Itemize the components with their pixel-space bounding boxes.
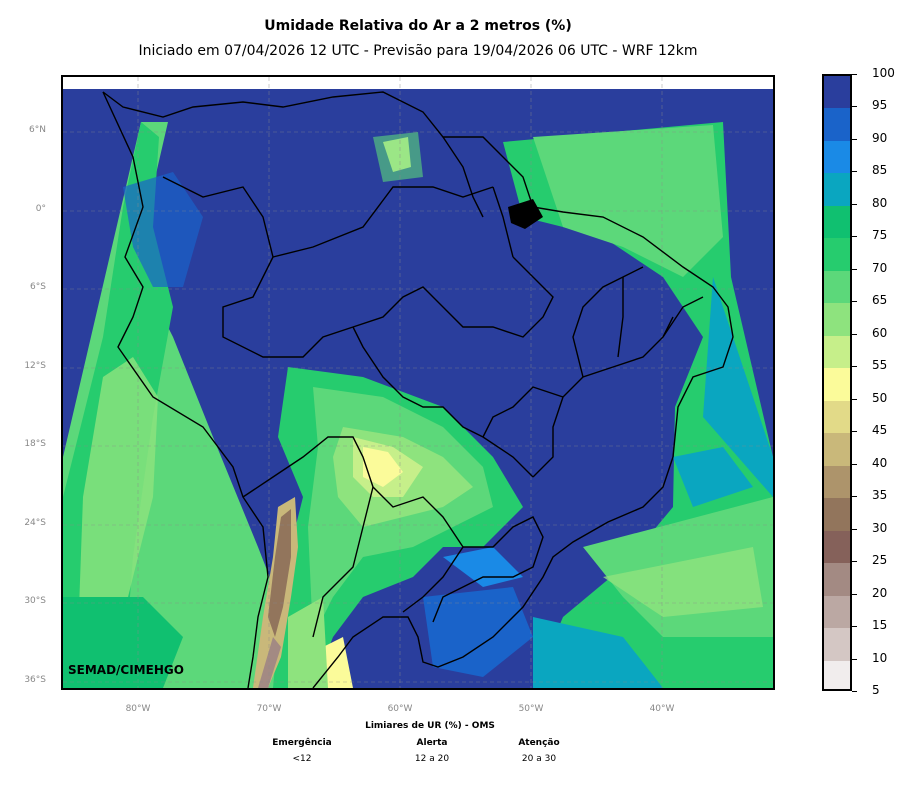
colorbar-segment: [824, 335, 850, 370]
lat-label-18s: 18°S: [24, 439, 46, 449]
colorbar-tick: [852, 463, 857, 465]
colorbar-segment: [824, 628, 850, 662]
threshold-alerta-label: Alerta: [416, 738, 448, 748]
threshold-atencao-value: 20 a 30: [521, 754, 557, 764]
colorbar-tick: [852, 528, 857, 530]
lon-label-80w: 80°W: [125, 704, 151, 714]
colorbar-tick: [852, 301, 857, 303]
colorbar-tick: [852, 366, 857, 368]
colorbar-tick: [852, 171, 857, 173]
colorbar-segment: [824, 303, 850, 337]
colorbar-segment: [824, 660, 850, 689]
colorbar-tick: [852, 268, 857, 270]
colorbar-tick: [852, 658, 857, 660]
colorbar-label: 10: [872, 650, 888, 665]
colorbar-tick: [852, 236, 857, 238]
lat-label-24s: 24°S: [24, 518, 46, 528]
colorbar-label: 40: [872, 455, 888, 470]
colorbar-tick: [852, 203, 857, 205]
threshold-emergencia-value: <12: [292, 754, 312, 764]
colorbar-segment: [824, 140, 850, 175]
colorbar-segment: [824, 400, 850, 435]
thresholds-title: Limiares de UR (%) - OMS: [365, 721, 495, 731]
colorbar-segment: [824, 368, 850, 402]
colorbar-segment: [824, 563, 850, 597]
colorbar-tick: [852, 74, 857, 75]
threshold-alerta-value: 12 a 20: [414, 754, 450, 764]
colorbar-tick: [852, 138, 857, 140]
colorbar-segment: [824, 498, 850, 532]
colorbar-segment: [824, 238, 850, 272]
lat-label-36s: 36°S: [24, 675, 46, 685]
lat-label-6s: 6°S: [30, 282, 46, 292]
colorbar-label: 75: [872, 228, 888, 243]
lon-label-70w: 70°W: [256, 704, 282, 714]
colorbar-tick: [852, 593, 857, 595]
colorbar-label: 35: [872, 488, 888, 503]
lat-label-6n: 6°N: [29, 125, 46, 135]
lon-label-60w: 60°W: [387, 704, 413, 714]
map-panel: [61, 75, 775, 690]
colorbar-tick: [852, 398, 857, 400]
colorbar-segment: [824, 530, 850, 565]
colorbar-segment: [824, 433, 850, 467]
colorbar-label: 55: [872, 358, 888, 373]
colorbar-label: 90: [872, 130, 888, 145]
colorbar-segment: [824, 270, 850, 305]
colorbar-label: 100: [872, 66, 895, 80]
colorbar-tick: [852, 431, 857, 433]
chart-subtitle: Iniciado em 07/04/2026 12 UTC - Previsão…: [138, 43, 698, 59]
lon-label-40w: 40°W: [649, 704, 675, 714]
chart-title: Umidade Relativa do Ar a 2 metros (%): [264, 18, 572, 34]
humidity-map: [63, 77, 773, 688]
colorbar-tick: [852, 626, 857, 628]
colorbar-label: 70: [872, 260, 888, 275]
colorbar-label: 25: [872, 553, 888, 568]
colorbar-segment: [824, 595, 850, 630]
colorbar-label: 50: [872, 390, 888, 405]
colorbar-label: 60: [872, 325, 888, 340]
colorbar-tick: [852, 333, 857, 335]
credit-label: SEMAD/CIMEHGO: [68, 663, 184, 677]
colorbar-label: 20: [872, 585, 888, 600]
colorbar-tick: [852, 561, 857, 563]
colorbar-label: 80: [872, 195, 888, 210]
colorbar: [822, 74, 852, 691]
colorbar-segment: [824, 173, 850, 207]
colorbar-segment: [824, 205, 850, 240]
colorbar-label: 45: [872, 423, 888, 438]
colorbar-segment: [824, 108, 850, 142]
lat-label-12s: 12°S: [24, 361, 46, 371]
colorbar-tick: [852, 106, 857, 108]
colorbar-tick: [852, 496, 857, 498]
colorbar-label: 95: [872, 98, 888, 113]
colorbar-label: 30: [872, 520, 888, 535]
lat-label-0: 0°: [35, 204, 46, 214]
colorbar-tick: [852, 691, 857, 692]
colorbar-segment: [824, 76, 850, 110]
colorbar-label: 15: [872, 618, 888, 633]
colorbar-segment: [824, 465, 850, 500]
lon-label-50w: 50°W: [518, 704, 544, 714]
colorbar-label: 5: [872, 683, 880, 697]
lat-label-30s: 30°S: [24, 596, 46, 606]
threshold-emergencia-label: Emergência: [272, 738, 332, 748]
threshold-atencao-label: Atenção: [518, 738, 560, 748]
colorbar-label: 65: [872, 293, 888, 308]
colorbar-label: 85: [872, 163, 888, 178]
